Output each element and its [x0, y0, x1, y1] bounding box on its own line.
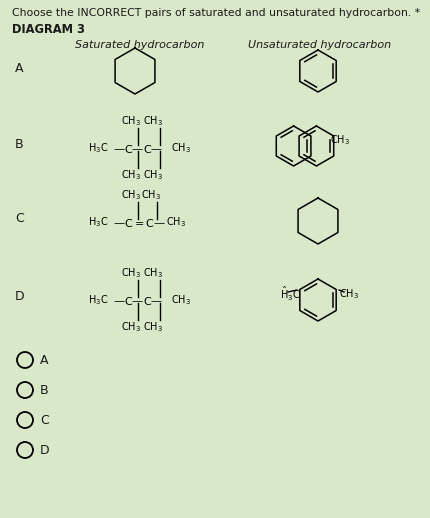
Text: $\rm CH_3$: $\rm CH_3$ — [171, 141, 191, 155]
Text: Unsaturated hydrocarbon: Unsaturated hydrocarbon — [249, 40, 392, 50]
Text: $\rm H_3C$: $\rm H_3C$ — [88, 293, 108, 307]
Text: A: A — [15, 62, 24, 75]
Text: $\rm CH_3$: $\rm CH_3$ — [121, 266, 141, 280]
Text: $\rm CH_3$: $\rm CH_3$ — [330, 133, 350, 147]
Text: $\rm CH_3$: $\rm CH_3$ — [143, 168, 163, 182]
Text: $\rm CH_3$: $\rm CH_3$ — [121, 320, 141, 334]
Text: D: D — [15, 290, 25, 303]
Text: Saturated hydrocarbon: Saturated hydrocarbon — [75, 40, 205, 50]
Text: $\rm CH_3$: $\rm CH_3$ — [143, 266, 163, 280]
Text: $\rm H_3C$: $\rm H_3C$ — [88, 215, 108, 229]
Text: B: B — [40, 383, 49, 396]
Text: $\rm CH_3$: $\rm CH_3$ — [166, 215, 186, 229]
Text: $\rm —C—C—$: $\rm —C—C—$ — [113, 143, 163, 155]
Text: $\rm H_3C$: $\rm H_3C$ — [88, 141, 108, 155]
Text: DIAGRAM 3: DIAGRAM 3 — [12, 23, 85, 36]
Text: $\rm CH_3$: $\rm CH_3$ — [141, 188, 161, 202]
Text: $\rm —C{=}C—$: $\rm —C{=}C—$ — [113, 217, 166, 229]
Text: C: C — [15, 211, 24, 224]
Text: $\rm CH_3$: $\rm CH_3$ — [143, 320, 163, 334]
Text: Choose the INCORRECT pairs of saturated and unsaturated hydrocarbon. *: Choose the INCORRECT pairs of saturated … — [12, 8, 420, 18]
Text: $\rm CH_3$: $\rm CH_3$ — [339, 287, 359, 301]
Text: $\rm CH_3$: $\rm CH_3$ — [121, 168, 141, 182]
Text: $\rm CH_3$: $\rm CH_3$ — [171, 293, 191, 307]
Text: C: C — [40, 413, 49, 426]
Text: $\rm CH_3$: $\rm CH_3$ — [143, 114, 163, 128]
Text: D: D — [40, 443, 49, 456]
Text: B: B — [15, 137, 24, 151]
Text: $\rm —C—C—$: $\rm —C—C—$ — [113, 295, 163, 307]
Text: $\rm CH_3$: $\rm CH_3$ — [121, 114, 141, 128]
Text: $\rm \hat{H}_3C$: $\rm \hat{H}_3C$ — [280, 285, 300, 303]
Text: A: A — [40, 353, 49, 367]
Text: $\rm CH_3$: $\rm CH_3$ — [121, 188, 141, 202]
